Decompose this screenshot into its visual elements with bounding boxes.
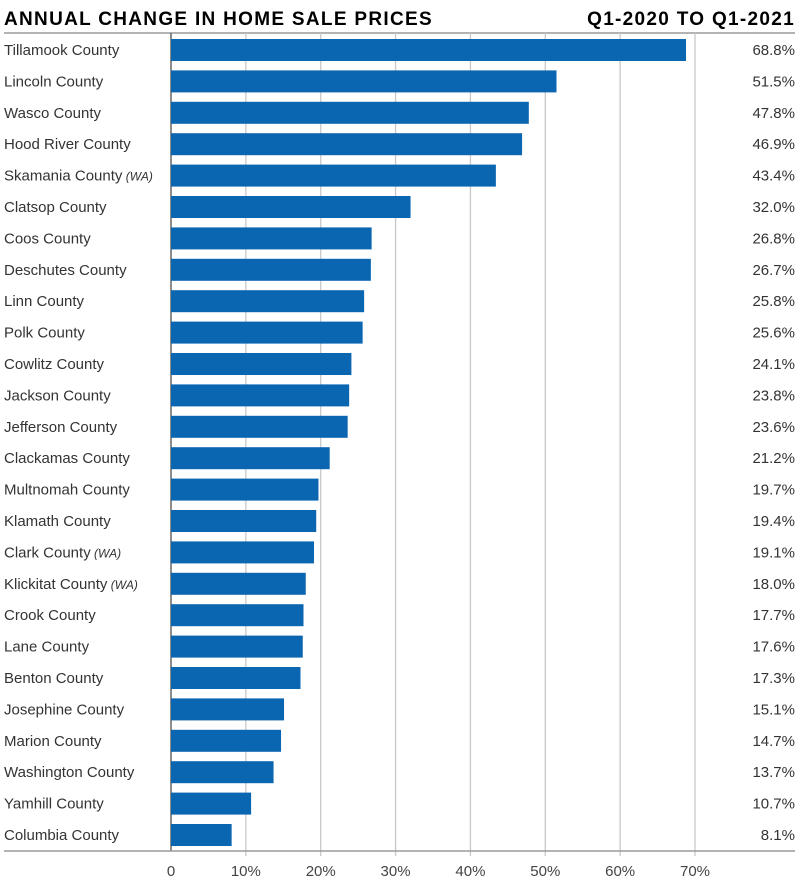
chart-subtitle: Q1-2020 TO Q1-2021: [587, 9, 795, 30]
bar: [171, 635, 303, 658]
category-label: Skamania County (WA): [4, 168, 153, 185]
category-label: Deschutes County: [4, 262, 127, 279]
category-label: Marion County: [4, 733, 102, 750]
bar: [171, 510, 317, 532]
bar: [171, 290, 365, 313]
x-tick-label: 30%: [381, 863, 411, 880]
category-label: Cowlitz County: [4, 356, 105, 373]
bar: [171, 70, 557, 93]
category-label: Lane County: [4, 639, 90, 656]
value-label: 19.7%: [752, 482, 795, 499]
bar: [171, 101, 529, 124]
value-label: 14.7%: [752, 733, 795, 750]
value-label: 23.6%: [752, 419, 795, 436]
category-label: Jefferson County: [4, 419, 118, 436]
bar: [171, 824, 232, 846]
category-label: Klickitat County (WA): [4, 576, 138, 593]
x-tick-label: 0: [167, 863, 175, 880]
x-tick-label: 20%: [306, 863, 336, 880]
value-label: 18.0%: [752, 576, 795, 593]
category-label: Clark County (WA): [4, 544, 121, 561]
category-label: Clatsop County: [4, 199, 107, 216]
category-label: Hood River County: [4, 136, 131, 153]
bar: [171, 133, 523, 156]
category-label: Columbia County: [4, 827, 120, 844]
bar: [171, 353, 352, 375]
value-label: 8.1%: [761, 827, 795, 844]
bar: [171, 321, 363, 344]
category-label: Yamhill County: [4, 796, 104, 813]
chart-title: ANNUAL CHANGE IN HOME SALE PRICES: [4, 9, 433, 30]
value-label: 10.7%: [752, 796, 795, 813]
value-label: 26.8%: [752, 230, 795, 247]
bar: [171, 761, 274, 784]
value-label: 17.3%: [752, 670, 795, 687]
x-tick-label: 40%: [455, 863, 485, 880]
value-label: 25.6%: [752, 325, 795, 342]
value-label: 68.8%: [752, 42, 795, 59]
category-label: Lincoln County: [4, 73, 104, 90]
bar: [171, 258, 371, 281]
value-label: 32.0%: [752, 199, 795, 216]
value-label: 19.4%: [752, 513, 795, 530]
value-label: 17.6%: [752, 639, 795, 656]
category-label: Polk County: [4, 325, 85, 342]
value-label: 26.7%: [752, 262, 795, 279]
value-label: 23.8%: [752, 387, 795, 404]
category-label: Wasco County: [4, 105, 101, 122]
bar: [171, 415, 348, 438]
category-label: Klamath County: [4, 513, 111, 530]
value-label: 51.5%: [752, 73, 795, 90]
category-label: Coos County: [4, 230, 91, 247]
value-label: 19.1%: [752, 544, 795, 561]
category-label: Josephine County: [4, 701, 125, 718]
category-label: Tillamook County: [4, 42, 120, 59]
bar: [171, 39, 687, 61]
value-label: 21.2%: [752, 450, 795, 467]
x-tick-label: 50%: [530, 863, 560, 880]
bar: [171, 384, 350, 407]
value-label: 43.4%: [752, 168, 795, 185]
bar: [171, 572, 306, 595]
category-label: Benton County: [4, 670, 104, 687]
value-label: 13.7%: [752, 764, 795, 781]
x-tick-label: 70%: [680, 863, 710, 880]
bar: [171, 478, 319, 501]
value-label: 24.1%: [752, 356, 795, 373]
x-tick-label: 60%: [605, 863, 635, 880]
value-label: 17.7%: [752, 607, 795, 624]
x-tick-label: 10%: [231, 863, 261, 880]
bar: [171, 667, 301, 689]
bar: [171, 729, 282, 752]
category-label: Jackson County: [4, 387, 111, 404]
value-label: 46.9%: [752, 136, 795, 153]
bar: [171, 447, 330, 470]
bar: [171, 196, 411, 218]
category-label: Clackamas County: [4, 450, 130, 467]
value-label: 25.8%: [752, 293, 795, 310]
value-label: 15.1%: [752, 701, 795, 718]
category-label: Washington County: [4, 764, 135, 781]
value-label: 47.8%: [752, 105, 795, 122]
category-label: Multnomah County: [4, 482, 130, 499]
bar: [171, 792, 252, 815]
category-label: Crook County: [4, 607, 96, 624]
bar: [171, 698, 285, 721]
bar: [171, 227, 372, 250]
bar: [171, 164, 496, 187]
category-label: Linn County: [4, 293, 85, 310]
bar: [171, 604, 304, 627]
bar: [171, 541, 314, 564]
